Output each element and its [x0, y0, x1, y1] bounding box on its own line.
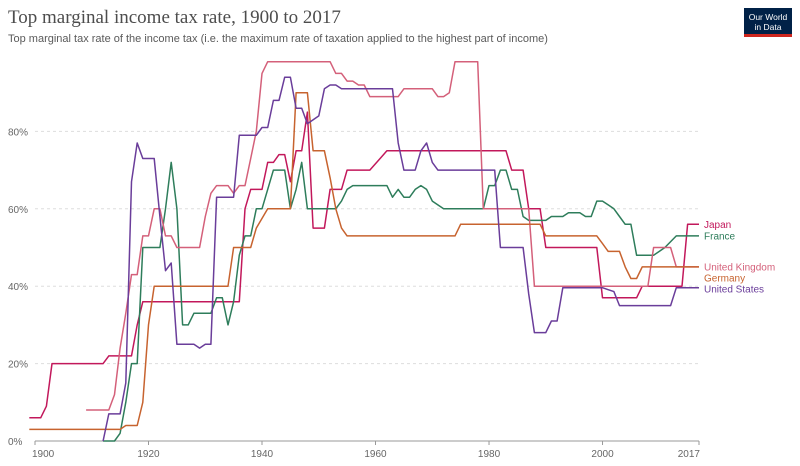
- logo-accent-bar: [744, 34, 792, 37]
- series-line-united-states: [102, 76, 699, 442]
- x-tick-label: 1960: [364, 449, 387, 460]
- x-tick-label: 2017: [678, 449, 701, 460]
- series-line-france: [103, 161, 699, 442]
- logo-line-2: in Data: [754, 22, 782, 32]
- y-tick-label: 20%: [8, 360, 28, 371]
- y-tick-label: 80%: [8, 127, 28, 138]
- x-tick-label: 1980: [478, 449, 501, 460]
- legend-label-germany: Germany: [704, 273, 745, 284]
- y-tick-label: 0%: [8, 437, 23, 448]
- y-tick-label: 40%: [8, 282, 28, 293]
- chart-subtitle: Top marginal tax rate of the income tax …: [8, 33, 548, 45]
- legend-label-united-kingdom: United Kingdom: [704, 262, 775, 273]
- chart-title: Top marginal income tax rate, 1900 to 20…: [8, 7, 341, 28]
- x-tick-label: 1920: [137, 449, 160, 460]
- series-line-germany: [29, 91, 699, 431]
- legend-label-united-states: United States: [704, 284, 764, 295]
- legend-label-france: France: [704, 231, 736, 242]
- y-tick-label: 60%: [8, 205, 28, 216]
- our-world-in-data-logo[interactable]: Our World in Data: [744, 8, 792, 37]
- x-tick-label: 1940: [251, 449, 274, 460]
- x-tick-label: 2000: [591, 449, 614, 460]
- x-tick-label: 1900: [32, 449, 55, 460]
- legend-label-japan: Japan: [704, 220, 731, 231]
- logo-line-1: Our World: [748, 12, 788, 22]
- series-line-japan: [29, 111, 699, 419]
- series-line-united-kingdom: [86, 60, 699, 411]
